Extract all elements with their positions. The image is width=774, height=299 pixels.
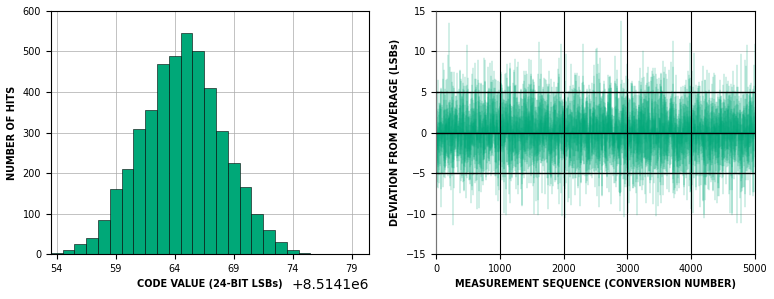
Bar [275,242,287,254]
Bar [299,253,310,254]
Bar [74,244,86,254]
Bar [157,64,169,254]
Bar [180,33,193,254]
Bar [98,220,110,254]
Bar [252,213,263,254]
Bar [133,129,146,254]
Bar [216,131,228,254]
Bar [204,88,216,254]
Bar [287,250,299,254]
Bar [263,230,275,254]
X-axis label: CODE VALUE (24-BIT LSBs): CODE VALUE (24-BIT LSBs) [137,280,283,289]
Bar [86,238,98,254]
Bar [169,56,180,254]
Y-axis label: DEVIATION FROM AVERAGE (LSBs): DEVIATION FROM AVERAGE (LSBs) [390,39,400,226]
Bar [110,189,122,254]
Bar [122,169,133,254]
X-axis label: MEASUREMENT SEQUENCE (CONVERSION NUMBER): MEASUREMENT SEQUENCE (CONVERSION NUMBER) [455,280,736,289]
Y-axis label: NUMBER OF HITS: NUMBER OF HITS [7,86,17,180]
Bar [51,253,63,254]
Bar [63,250,74,254]
Bar [146,110,157,254]
Bar [228,163,240,254]
Bar [240,187,252,254]
Bar [193,51,204,254]
